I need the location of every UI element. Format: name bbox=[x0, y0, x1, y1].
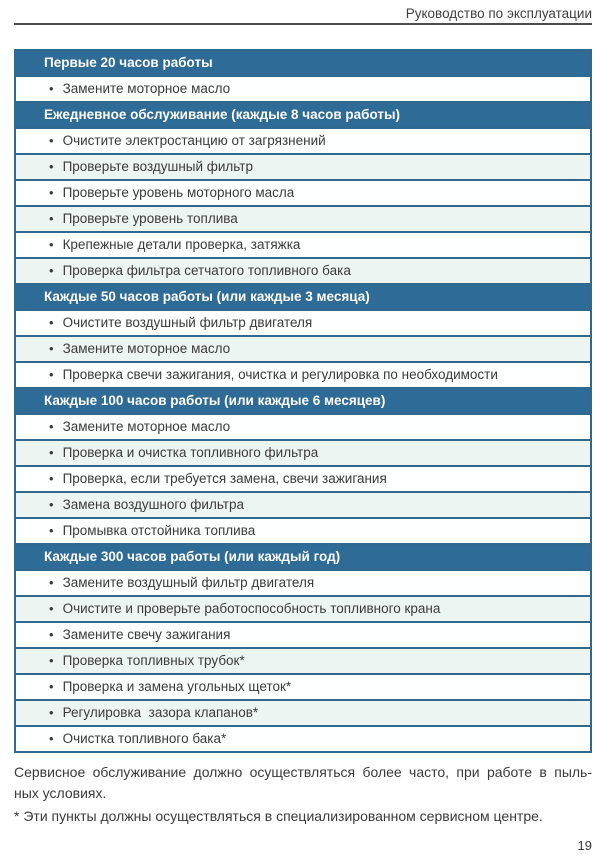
running-header-title: Руководство по эксплуатации bbox=[405, 6, 592, 21]
item-row: • Проверка и очистка топливного фильтра bbox=[16, 441, 590, 467]
item-label: Проверка фильтра сетчатого топливного ба… bbox=[62, 263, 351, 278]
item-row: • Замена воздушного фильтра bbox=[16, 493, 590, 519]
bullet-icon: • bbox=[49, 575, 54, 590]
item-row: • Проверка топливных трубок* bbox=[16, 649, 590, 675]
item-row: • Очистите электростанцию от загрязнений bbox=[16, 129, 590, 155]
bullet-icon: • bbox=[49, 133, 54, 148]
bullet-icon: • bbox=[49, 497, 54, 512]
item-label: Проверка топливных трубок* bbox=[62, 653, 245, 668]
bullet-icon: • bbox=[49, 445, 54, 460]
bullet-icon: • bbox=[49, 341, 54, 356]
bullet-icon: • bbox=[49, 523, 54, 538]
item-label: Крепежные детали проверка, затяжка bbox=[62, 237, 301, 252]
item-label: Очистите воздушный фильтр двигателя bbox=[62, 315, 313, 330]
item-row: • Очистка топливного бака* bbox=[16, 727, 590, 751]
bullet-icon: • bbox=[49, 185, 54, 200]
page-footer: Сервисное обслуживание должно осуществля… bbox=[14, 762, 592, 855]
item-label: Проверка и очистка топливного фильтра bbox=[62, 445, 319, 460]
bullet-icon: • bbox=[49, 419, 54, 434]
item-row: • Промывка отстойника топлива bbox=[16, 519, 590, 545]
bullet-icon: • bbox=[49, 315, 54, 330]
item-row: • Крепежные детали проверка, затяжка bbox=[16, 233, 590, 259]
bullet-icon: • bbox=[49, 679, 54, 694]
bullet-icon: • bbox=[49, 653, 54, 668]
service-note-line-1: Сервисное обслуживание должно осуществля… bbox=[14, 764, 592, 780]
item-label: Замена воздушного фильтра bbox=[62, 497, 245, 512]
bullet-icon: • bbox=[49, 731, 54, 746]
section-header-row: Первые 20 часов работы bbox=[16, 51, 590, 77]
item-label: Проверьте уровень топлива bbox=[62, 211, 238, 226]
service-note: Сервисное обслуживание должно осуществля… bbox=[14, 762, 592, 804]
item-label: Замените моторное масло bbox=[62, 81, 231, 96]
service-note-line-2: ных условиях. bbox=[14, 785, 107, 801]
item-row: • Проверьте уровень моторного масла bbox=[16, 181, 590, 207]
item-label: Проверьте воздушный фильтр bbox=[62, 159, 253, 174]
bullet-icon: • bbox=[49, 237, 54, 252]
item-row: • Проверка, если требуется замена, свечи … bbox=[16, 467, 590, 493]
item-label: Очистите и проверьте работоспособность т… bbox=[62, 601, 441, 616]
section-header-row: Каждые 50 часов работы (или каждые 3 мес… bbox=[16, 285, 590, 311]
item-label: Замените воздушный фильтр двигателя bbox=[62, 575, 315, 590]
item-label: Проверка свечи зажигания, очистка и регу… bbox=[62, 367, 498, 382]
page-running-header: Руководство по эксплуатации bbox=[14, 0, 592, 25]
bullet-icon: • bbox=[49, 211, 54, 226]
bullet-icon: • bbox=[49, 159, 54, 174]
item-label: Замените свечу зажигания bbox=[62, 627, 231, 642]
bullet-icon: • bbox=[49, 601, 54, 616]
bullet-icon: • bbox=[49, 705, 54, 720]
section-header-row: Каждые 100 часов работы (или каждые 6 ме… bbox=[16, 389, 590, 415]
bullet-icon: • bbox=[49, 263, 54, 278]
maintenance-schedule-table: Первые 20 часов работы • Замените моторное… bbox=[14, 49, 592, 753]
bullet-icon: • bbox=[49, 627, 54, 642]
item-row: • Проверка фильтра сетчатого топливного б… bbox=[16, 259, 590, 285]
item-row: • Очистите воздушный фильтр двигателя bbox=[16, 311, 590, 337]
item-label: Проверьте уровень моторного масла bbox=[62, 185, 295, 200]
item-label: Замените моторное масло bbox=[62, 419, 231, 434]
item-row: • Замените моторное масло bbox=[16, 415, 590, 441]
item-row: • Проверка свечи зажигания, очистка и рег… bbox=[16, 363, 590, 389]
bullet-icon: • bbox=[49, 81, 54, 96]
item-label: Проверка и замена угольных щеток* bbox=[62, 679, 292, 694]
item-row: • Замените воздушный фильтр двигателя bbox=[16, 571, 590, 597]
item-label: Регулировка зазора клапанов* bbox=[62, 705, 259, 720]
bullet-icon: • bbox=[49, 367, 54, 382]
page-number: 19 bbox=[577, 838, 592, 853]
section-header-row: Ежедневное обслуживание (каждые 8 часов … bbox=[16, 103, 590, 129]
item-label: Промывка отстойника топлива bbox=[62, 523, 256, 538]
item-row: • Проверка и замена угольных щеток* bbox=[16, 675, 590, 701]
item-row: • Регулировка зазора клапанов* bbox=[16, 701, 590, 727]
item-row: • Очистите и проверьте работоспособность … bbox=[16, 597, 590, 623]
item-row: • Проверьте уровень топлива bbox=[16, 207, 590, 233]
item-row: • Замените свечу зажигания bbox=[16, 623, 590, 649]
item-label: Замените моторное масло bbox=[62, 341, 231, 356]
item-row: • Замените моторное масло bbox=[16, 337, 590, 363]
item-label: Проверка, если требуется замена, свечи з… bbox=[62, 471, 387, 486]
item-row: • Проверьте воздушный фильтр bbox=[16, 155, 590, 181]
item-row: • Замените моторное масло bbox=[16, 77, 590, 103]
section-header-row: Каждые 300 часов работы (или каждый год) bbox=[16, 545, 590, 571]
asterisk-footnote: * Эти пункты должны осуществляться в спе… bbox=[14, 808, 543, 824]
item-label: Очистка топливного бака* bbox=[62, 731, 227, 746]
item-label: Очистите электростанцию от загрязнений bbox=[62, 133, 326, 148]
bullet-icon: • bbox=[49, 471, 54, 486]
